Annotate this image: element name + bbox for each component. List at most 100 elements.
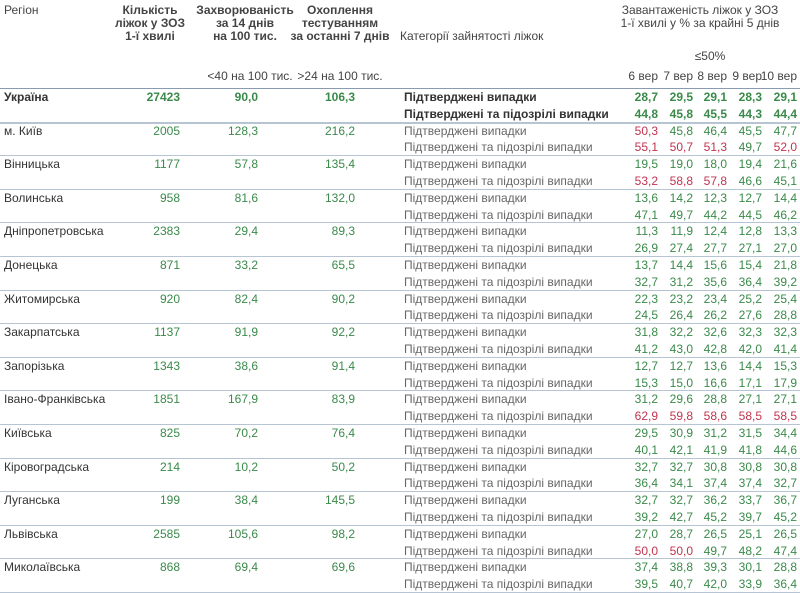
row-rule <box>0 558 800 560</box>
header-rule <box>0 88 800 89</box>
occupancy: 18,0 <box>703 157 727 172</box>
testing: 91,4 <box>331 358 355 373</box>
occupancy: 11,9 <box>670 224 693 239</box>
category: Підтверджені випадки <box>404 526 527 541</box>
occupancy: 45,2 <box>773 510 797 524</box>
occupancy: 21,6 <box>773 157 797 172</box>
category: Підтверджені та підозрілі випадки <box>404 308 593 323</box>
row-rule <box>0 256 800 257</box>
beds: 2383 <box>153 224 180 239</box>
category: Підтверджені та підозрілі випадки <box>404 174 593 188</box>
beds: 214 <box>159 459 180 474</box>
occupancy: 12,7 <box>634 358 658 373</box>
occupancy: 25,1 <box>738 526 762 541</box>
region-name: Миколаївська <box>4 560 81 575</box>
category: Підтверджені та підозрілі випадки <box>404 476 593 491</box>
occupancy: 49,7 <box>738 140 762 155</box>
occupancy: 37,4 <box>738 476 762 491</box>
occupancy: 11,3 <box>635 224 658 239</box>
occupancy: 40,7 <box>669 577 693 592</box>
occupancy: 12,7 <box>738 190 762 205</box>
beds: 1137 <box>154 325 180 340</box>
category: Підтверджені та підозрілі випадки <box>404 342 593 356</box>
occupancy: 32,7 <box>669 459 693 474</box>
testing: 216,2 <box>324 123 355 138</box>
category: Підтверджені та підозрілі випадки <box>404 241 593 256</box>
beds: 868 <box>159 560 180 575</box>
header-day: 10 вер <box>760 69 797 83</box>
testing: 135,4 <box>324 157 355 172</box>
occupancy: 14,4 <box>738 358 762 373</box>
category: Підтверджені випадки <box>404 123 527 138</box>
occupancy: 26,5 <box>703 526 727 541</box>
occupancy: 44,2 <box>703 207 727 222</box>
region-name: Луганська <box>4 493 60 508</box>
row-rule <box>0 289 800 291</box>
occupancy: 36,4 <box>634 476 658 491</box>
category: Підтверджені та підозрілі випадки <box>404 207 593 222</box>
category: Підтверджені випадки <box>404 560 527 575</box>
header-day: 8 вер <box>697 69 727 83</box>
category: Підтверджені та підозрілі випадки <box>404 510 593 524</box>
header-category: Категорії зайнятості ліжок <box>400 29 544 43</box>
occupancy: 46,2 <box>773 207 797 222</box>
occupancy: 35,6 <box>703 274 727 289</box>
occupancy: 49,7 <box>703 543 727 558</box>
occupancy: 32,2 <box>669 325 693 340</box>
occupancy: 13,3 <box>773 224 797 239</box>
category: Підтверджені випадки <box>404 291 527 306</box>
occupancy: 39,5 <box>634 577 658 592</box>
testing: 83,9 <box>331 392 355 407</box>
occupancy: 32,3 <box>773 325 797 340</box>
occupancy: 47,4 <box>773 543 797 558</box>
region-name: Волинська <box>4 190 64 205</box>
testing: 98,2 <box>331 526 355 541</box>
occupancy: 46,4 <box>703 123 727 138</box>
category: Підтверджені та підозрілі випадки <box>404 442 593 457</box>
category: Підтверджені випадки <box>404 459 527 474</box>
occupancy: 41,4 <box>773 342 797 356</box>
row-rule <box>0 222 800 224</box>
occupancy: 32,7 <box>773 476 797 491</box>
category: Підтверджені та підозрілі випадки <box>404 106 609 121</box>
region-name: Львівська <box>4 526 58 541</box>
row-rule <box>0 491 800 493</box>
header-incidence: Захворюваність за 14 днів на 100 тис. <box>196 3 294 43</box>
incidence: 105,6 <box>227 526 258 541</box>
occupancy: 15,0 <box>669 375 693 390</box>
occupancy: 30,1 <box>738 560 762 575</box>
occupancy: 27,6 <box>738 308 762 323</box>
row-rule <box>0 155 800 157</box>
testing: 69,6 <box>331 560 355 575</box>
occupancy: 62,9 <box>634 409 658 424</box>
testing: 92,2 <box>331 325 355 340</box>
occupancy: 44,8 <box>634 106 658 121</box>
testing: 89,3 <box>331 224 355 239</box>
occupancy: 29,5 <box>669 90 693 104</box>
occupancy: 31,5 <box>738 426 762 440</box>
occupancy: 37,4 <box>703 476 727 491</box>
incidence: 81,6 <box>234 190 258 205</box>
category: Підтверджені випадки <box>404 325 527 340</box>
region-name: Вінницька <box>4 157 60 172</box>
occupancy: 19,0 <box>669 157 693 172</box>
occupancy: 36,7 <box>773 493 797 508</box>
occupancy: 47,1 <box>634 207 658 222</box>
region-name: м. Київ <box>4 123 43 138</box>
occupancy: 27,1 <box>738 392 762 407</box>
testing: 145,5 <box>324 493 355 508</box>
occupancy: 25,4 <box>773 291 797 306</box>
occupancy: 26,4 <box>669 308 693 323</box>
occupancy: 32,6 <box>703 325 727 340</box>
beds: 958 <box>159 190 180 205</box>
region-name: Запорізька <box>4 358 65 373</box>
occupancy: 31,2 <box>669 274 693 289</box>
occupancy: 28,8 <box>703 392 727 407</box>
occupancy: 30,8 <box>703 459 727 474</box>
category: Підтверджені та підозрілі випадки <box>404 409 593 424</box>
occupancy: 37,4 <box>634 560 658 575</box>
occupancy: 32,3 <box>738 325 762 340</box>
beds: 825 <box>159 426 180 440</box>
occupancy: 12,7 <box>669 358 693 373</box>
header-day: 9 вер <box>732 69 762 83</box>
